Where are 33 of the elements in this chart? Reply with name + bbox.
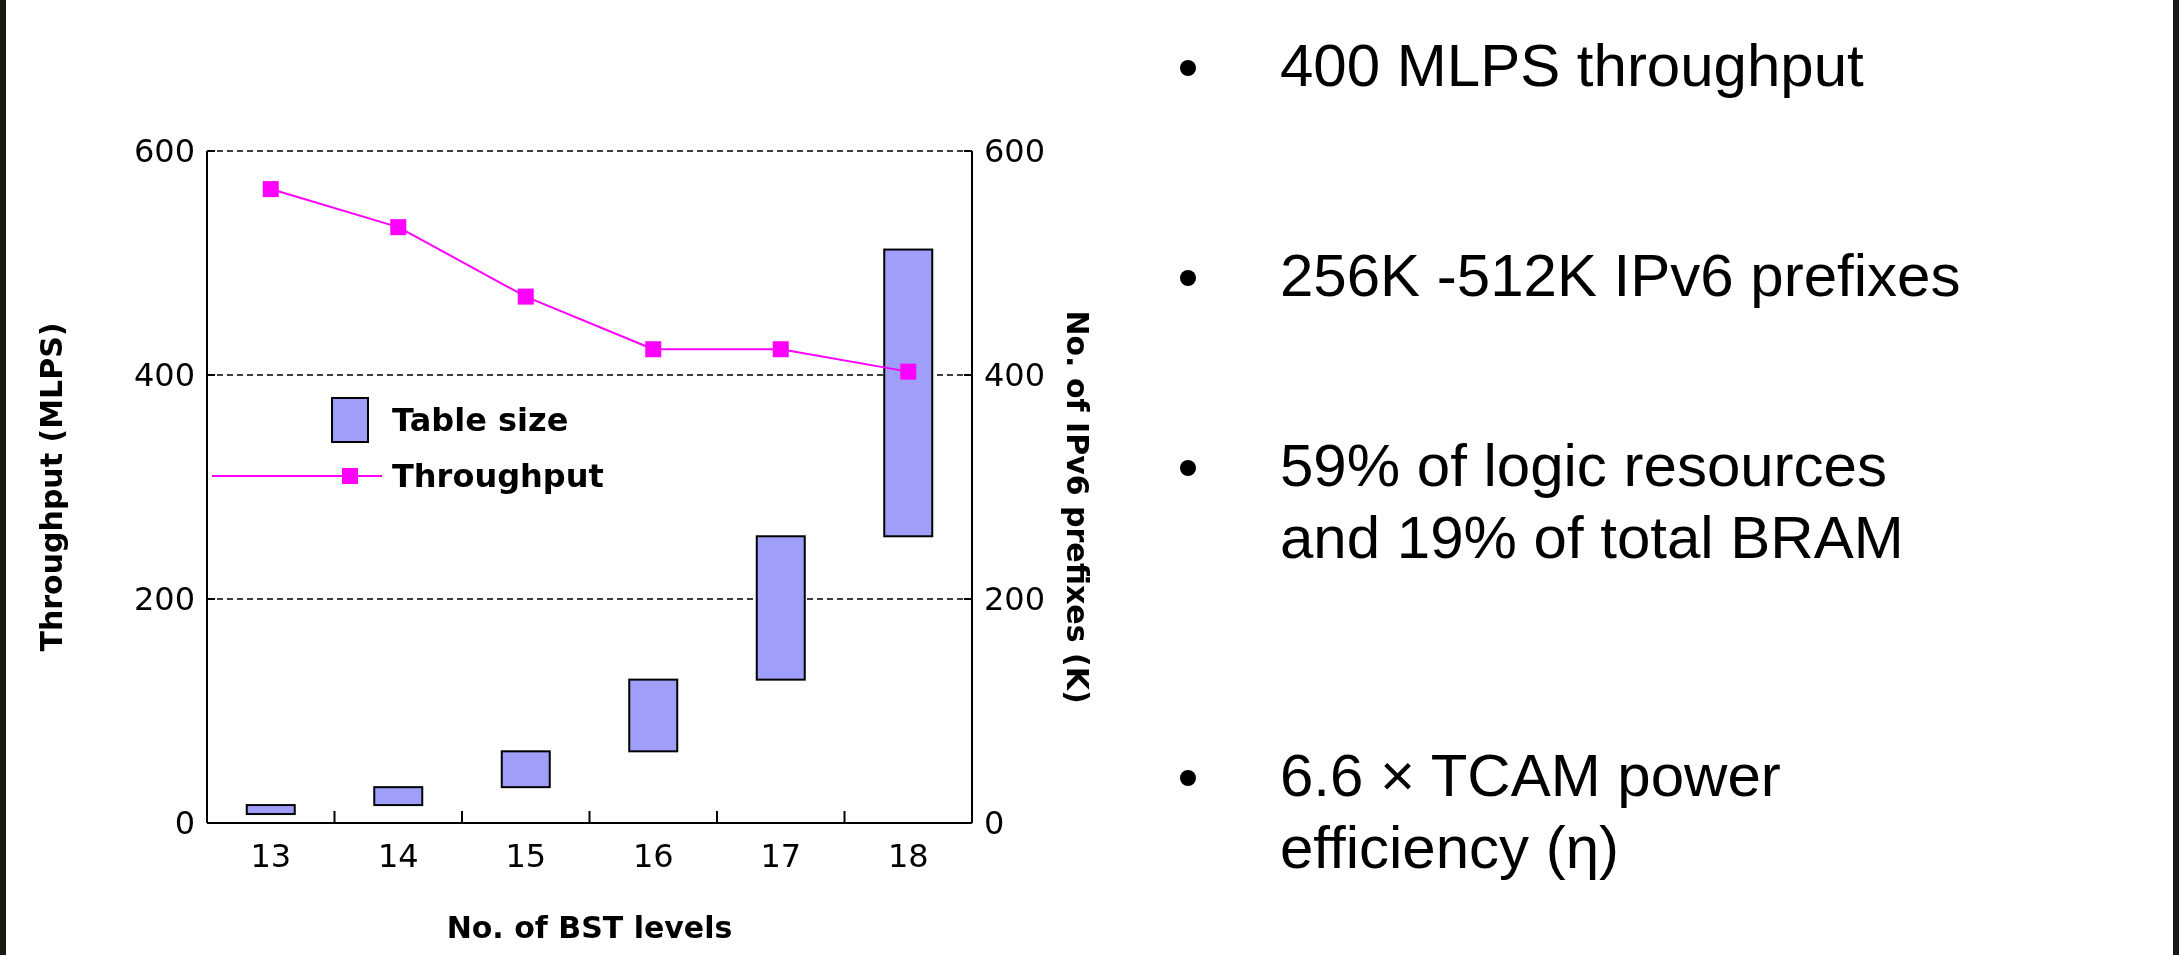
x-axis-title: No. of BST levels [446,910,733,945]
text: 59% of logic resources and 19% of total BRAM [1280,431,1905,573]
bar [628,678,679,753]
x-tick-label: 15 [505,837,547,875]
x-tick-label: 16 [632,837,674,875]
point [900,363,917,380]
text: 6.6 × TCAM power efficiency (η) [1280,741,1782,883]
y-tick-label: 400 [133,356,195,394]
point [517,288,534,305]
point [390,219,407,236]
x-tick-label: 17 [760,837,802,875]
text: 400 MLPS throughput [1280,31,1865,101]
x-tick-label: 13 [250,837,292,875]
x-tick-label: 14 [377,837,419,875]
y-tick-label: 600 [133,132,195,170]
text: 256K -512K IPv6 prefixes [1280,241,1962,311]
y2-tick-label: 200 [984,580,1046,618]
legend-label: Table size [392,401,569,439]
point [262,181,279,198]
point [772,341,789,358]
bar [245,804,296,816]
legend-label: Throughput [392,457,604,495]
x-tick-label: 18 [887,837,929,875]
y-axis-title: Throughput (MLPS) [34,322,69,652]
y2-tick-label: 600 [984,132,1046,170]
y-tick-label: 0 [174,804,195,842]
y2-tick-label: 400 [984,356,1046,394]
y2-tick-label: 0 [984,804,1005,842]
bar [373,786,424,807]
point [645,341,662,358]
bar [500,750,551,789]
y-tick-label: 200 [133,580,195,618]
y2-axis-title: No. of IPv6 prefixes (K) [1060,310,1095,704]
